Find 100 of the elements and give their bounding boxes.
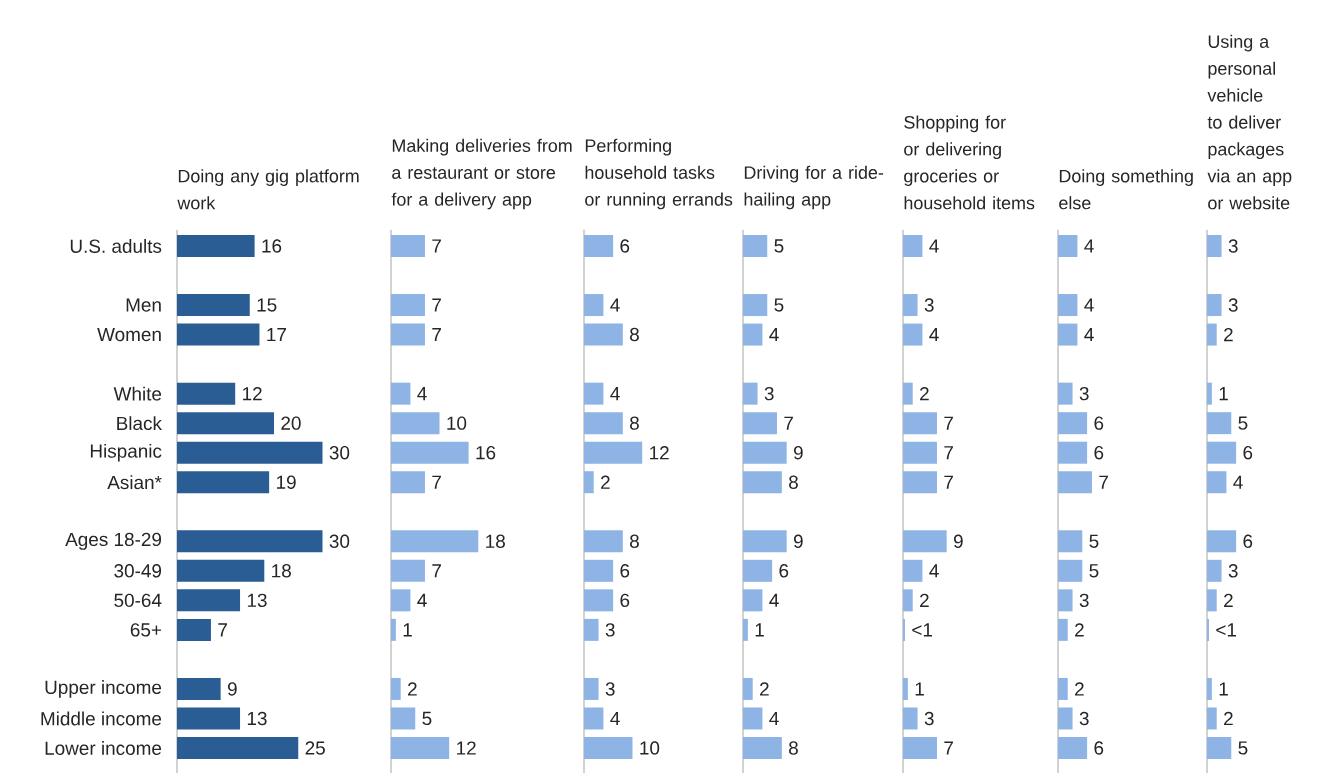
bar: [391, 530, 479, 553]
y-tick-label: Hispanic: [90, 443, 162, 462]
bar: [177, 530, 323, 553]
bar: [1058, 234, 1078, 257]
bar: [584, 737, 633, 760]
bar: [743, 382, 758, 405]
data-label: 2: [760, 682, 769, 696]
chart-title: Making deliveries from a restaurant or store for a delivery app: [391, 138, 572, 210]
bar: [177, 677, 221, 700]
data-label: 5: [774, 239, 784, 253]
data-label: 2: [1224, 711, 1233, 726]
bar: [743, 471, 782, 494]
data-label: 25: [305, 741, 325, 755]
bar: [391, 707, 416, 730]
bar: [743, 412, 777, 435]
bar: [391, 382, 411, 405]
bar: [177, 234, 255, 257]
bar: [391, 412, 440, 435]
chart-title: Doing something else: [1059, 169, 1193, 210]
bar: [584, 559, 614, 582]
data-label: 4: [1084, 298, 1094, 312]
bar: [584, 234, 614, 257]
bar: [177, 382, 236, 405]
bar: [903, 559, 923, 582]
data-label: 2: [1075, 682, 1084, 696]
bar: [177, 412, 274, 435]
bar: [1058, 589, 1073, 612]
data-label: 3: [605, 682, 615, 696]
bar: [743, 677, 753, 700]
bar: [177, 618, 211, 641]
bar: [584, 530, 623, 553]
bar: [584, 412, 623, 435]
y-tick-label: Men: [126, 298, 161, 312]
data-label: 2: [1224, 327, 1233, 342]
data-label: 7: [784, 416, 793, 430]
bar: [1058, 412, 1088, 435]
bar: [903, 589, 913, 612]
data-label: 6: [620, 593, 630, 608]
data-label: 2: [408, 682, 417, 696]
bar: [391, 234, 425, 257]
data-label: 6: [620, 564, 630, 578]
data-label: 5: [1238, 741, 1248, 755]
bar: [391, 441, 469, 464]
bar: [1058, 707, 1073, 730]
y-tick-label: 65+: [130, 623, 162, 637]
bar: [177, 323, 260, 346]
bar: [743, 323, 763, 346]
bar: [391, 294, 425, 317]
data-label: 1: [915, 682, 924, 696]
data-label: 1: [403, 623, 412, 637]
bar: [1058, 471, 1092, 494]
bar: [584, 618, 599, 641]
bar: [1207, 707, 1217, 730]
bar: [1207, 323, 1217, 346]
data-label: 4: [417, 593, 427, 607]
y-tick-label: U.S. adults: [70, 239, 162, 253]
data-label: 18: [486, 534, 505, 548]
data-label: 4: [610, 387, 620, 401]
data-label: 4: [769, 328, 779, 342]
data-label: 6: [1243, 534, 1253, 548]
bar: [584, 677, 599, 700]
data-label: 2: [1075, 623, 1084, 637]
data-label: 8: [630, 416, 639, 430]
data-label: 8: [789, 741, 798, 755]
data-label: 13: [247, 711, 267, 726]
bar: [1058, 323, 1078, 346]
bar: [743, 559, 773, 582]
data-label: 6: [1094, 446, 1104, 460]
data-label: 12: [457, 741, 476, 755]
bar: [743, 589, 763, 612]
data-label: 2: [920, 387, 929, 401]
bar: [1207, 294, 1222, 317]
data-label: 7: [432, 564, 441, 578]
data-label: 4: [610, 711, 620, 725]
bar: [743, 530, 787, 553]
data-label: 6: [779, 564, 789, 578]
bar: [903, 412, 937, 435]
data-label: 6: [1094, 416, 1104, 430]
bar: [903, 707, 918, 730]
data-label: 1: [755, 623, 764, 637]
bar: [743, 737, 782, 760]
bar: [1207, 589, 1217, 612]
data-label: 8: [630, 327, 639, 342]
bar: [1058, 530, 1083, 553]
bar: [584, 294, 604, 317]
data-label: 17: [267, 328, 286, 342]
chart-title: Doing any gig platform work: [177, 169, 359, 210]
bar: [1207, 382, 1212, 405]
data-label: 18: [272, 564, 291, 578]
y-tick-label: White: [113, 386, 162, 401]
y-tick-label: Asian*: [107, 475, 162, 490]
data-label: 9: [953, 534, 963, 548]
bar: [743, 707, 763, 730]
bar: [743, 441, 787, 464]
chart-title: Using a personal vehicle to deliver packages via an app or website: [1207, 34, 1292, 210]
data-label: 3: [924, 298, 934, 312]
bar: [1058, 677, 1068, 700]
data-label: 7: [1099, 475, 1108, 489]
data-label: 7: [944, 475, 953, 489]
data-label: 4: [610, 298, 620, 312]
